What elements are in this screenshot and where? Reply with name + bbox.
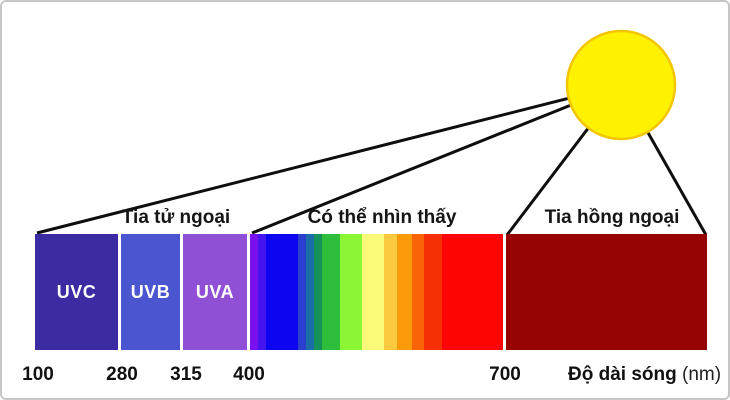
visible-band-slate-blue	[298, 234, 306, 350]
visible-band-blue-violet	[258, 234, 266, 350]
visible-band-red	[442, 234, 503, 350]
visible-band-deep-orange	[412, 234, 424, 350]
visible-band-red-orange	[424, 234, 442, 350]
visible-band-yellow-green	[340, 234, 362, 350]
visible-band-sea-green	[314, 234, 322, 350]
wavelength-tick-400: 400	[233, 364, 265, 385]
visible-band-amber	[384, 234, 397, 350]
label-infrared: Tia hồng ngoại	[544, 207, 680, 228]
visible-spectrum	[250, 234, 503, 350]
label-visible: Có thể nhìn thấy	[307, 207, 457, 228]
spectrum-bar: UVC UVB UVA	[35, 234, 707, 350]
uv-band-uva: UVA	[183, 234, 247, 350]
sun-icon	[565, 29, 677, 141]
wavelength-tick-100: 100	[22, 364, 54, 385]
wavelength-tick-315: 315	[170, 364, 202, 385]
visible-band-green	[322, 234, 340, 350]
label-ultraviolet: Tia tử ngoại	[121, 207, 231, 228]
wavelength-axis: Độ dài sóng (nm) 100 280 315 400 700	[2, 364, 728, 394]
visible-band-pale-yellow	[362, 234, 384, 350]
uv-band-uvb: UVB	[121, 234, 180, 350]
visible-band-orange	[397, 234, 412, 350]
axis-title-text: Độ dài sóng	[568, 364, 677, 385]
axis-title: Độ dài sóng (nm)	[568, 364, 721, 386]
infrared-band	[506, 234, 707, 350]
axis-title-unit: (nm)	[682, 364, 722, 385]
visible-band-teal	[306, 234, 314, 350]
wavelength-tick-280: 280	[106, 364, 138, 385]
visible-band-violet	[250, 234, 258, 350]
visible-band-blue	[266, 234, 298, 350]
uv-band-uvc: UVC	[35, 234, 118, 350]
wavelength-tick-700: 700	[489, 364, 521, 385]
